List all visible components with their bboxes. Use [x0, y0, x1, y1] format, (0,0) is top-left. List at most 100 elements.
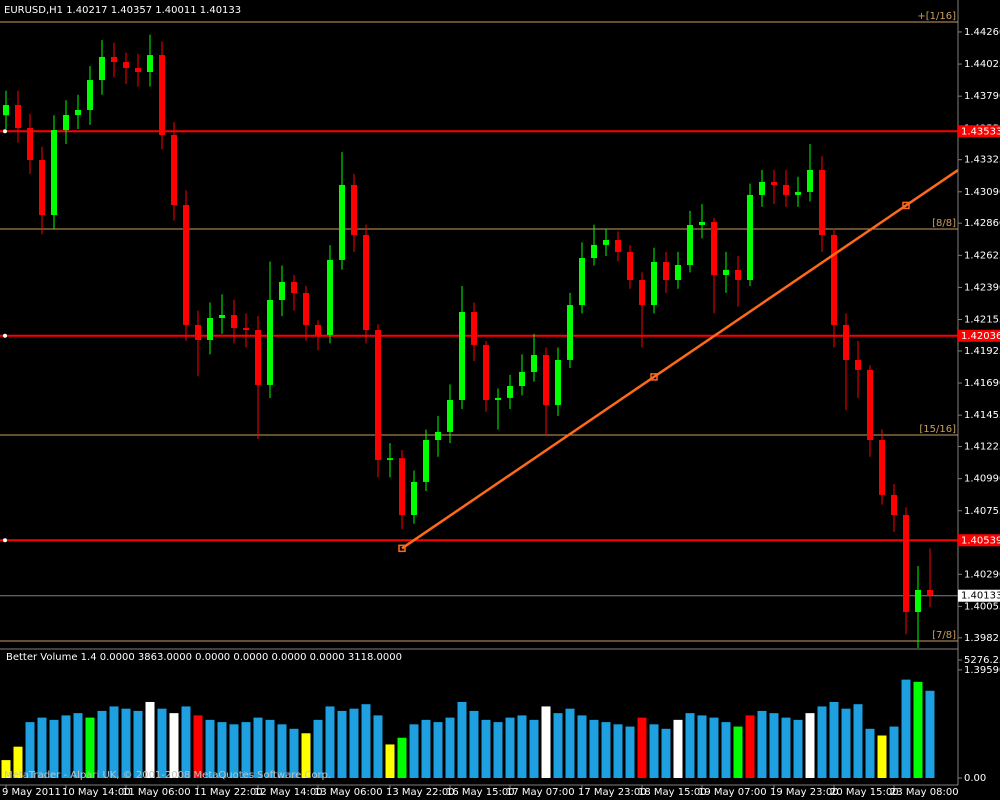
candle-body	[315, 324, 321, 335]
y-tick-label: 1.44260	[964, 27, 1000, 38]
y-tick-label: 1.44025	[964, 59, 1000, 70]
y-tick-label: 1.40990	[964, 474, 1000, 485]
volume-bar	[565, 708, 575, 778]
y-tick-label: 0.00	[964, 773, 986, 784]
hline-label: 1.42036	[961, 331, 1000, 342]
volume-bar	[229, 724, 239, 778]
trendline-anchor	[902, 201, 910, 210]
volume-bar	[277, 724, 287, 778]
candle-body	[687, 224, 693, 266]
volume-bar	[853, 704, 863, 778]
volume-bar	[145, 701, 155, 778]
candle-body	[747, 194, 753, 281]
volume-bar	[109, 706, 119, 778]
level-label: [7/8]	[932, 630, 956, 641]
x-tick-label: 12 May 14:00	[254, 787, 323, 798]
volume-bar	[505, 717, 515, 778]
candle-body	[879, 439, 885, 495]
chart-title: EURUSD,H1 1.40217 1.40357 1.40011 1.4013…	[4, 5, 241, 16]
line-anchor	[3, 129, 7, 134]
x-tick-label: 11 May 06:00	[122, 787, 191, 798]
candle-body	[627, 252, 633, 281]
y-tick-label: 1.41225	[964, 442, 1000, 453]
y-tick-label: 1.39825	[964, 633, 1000, 644]
candle-body	[759, 181, 765, 195]
y-tick-label: 1.43325	[964, 155, 1000, 166]
volume-bar	[757, 710, 767, 778]
candle-body	[231, 315, 237, 328]
volume-bar	[541, 706, 551, 778]
volume-bar	[529, 719, 539, 778]
volume-bar	[685, 713, 695, 778]
volume-bar	[325, 706, 335, 778]
volume-bar	[205, 719, 215, 778]
volume-bar	[625, 726, 635, 778]
x-tick-label: 18 May 15:00	[638, 787, 707, 798]
candle-body	[351, 184, 357, 235]
candle-body	[867, 369, 873, 440]
volume-bar	[709, 717, 719, 778]
volume-bar	[301, 733, 311, 778]
volume-bar	[73, 713, 83, 778]
candle-body	[891, 494, 897, 515]
y-tick-label: 1.43790	[964, 91, 1000, 102]
candle-body	[783, 184, 789, 195]
candle-body	[135, 68, 141, 72]
y-tick-label: 1.39590	[964, 665, 1000, 676]
candle-body	[387, 458, 393, 460]
price-pane: +[1/16] [8/8] [15/16] [7/8]	[0, 11, 958, 648]
volume-bar	[613, 724, 623, 778]
y-tick-label: 1.42625	[964, 250, 1000, 261]
volume-bar	[349, 708, 359, 778]
volume-bar	[793, 719, 803, 778]
candle-body	[435, 431, 441, 440]
volume-bar	[589, 719, 599, 778]
candle-body	[3, 105, 9, 116]
candle-body	[279, 281, 285, 300]
candle-body	[591, 244, 597, 259]
volume-bar	[805, 713, 815, 778]
volume-bar	[217, 722, 227, 778]
candle-body	[795, 191, 801, 195]
x-tick-label: 19 May 07:00	[698, 787, 767, 798]
candle-body	[723, 269, 729, 275]
volume-bar	[289, 728, 299, 778]
hline-label-box	[958, 534, 1000, 547]
y-tick-label: 1.42860	[964, 218, 1000, 229]
candle-body	[303, 293, 309, 325]
volume-bar	[697, 715, 707, 778]
x-tick-label: 16 May 15:00	[446, 787, 515, 798]
volume-bar	[61, 715, 71, 778]
volume-bar	[877, 735, 887, 778]
volume-bar	[781, 717, 791, 778]
y-tick-label: 1.41925	[964, 346, 1000, 357]
candle-body	[567, 305, 573, 360]
candle-body	[843, 324, 849, 360]
candle-body	[75, 109, 81, 116]
candle-body	[27, 127, 33, 160]
x-tick-label: 10 May 14:00	[62, 787, 131, 798]
volume-bar	[337, 710, 347, 778]
candle-body	[555, 359, 561, 406]
candle-body	[51, 130, 57, 216]
volume-bar	[865, 728, 875, 778]
volume-bar	[577, 715, 587, 778]
candle-body	[207, 318, 213, 341]
volume-bar	[265, 719, 275, 778]
candle-body	[339, 184, 345, 260]
volume-bar	[913, 681, 923, 778]
candle-body	[819, 169, 825, 235]
current-price-box	[958, 589, 1000, 602]
volume-bar	[85, 717, 95, 778]
candle-body	[483, 344, 489, 400]
candle-body	[711, 221, 717, 275]
candle-body	[639, 280, 645, 306]
x-tick-label: 9 May 2011	[2, 787, 61, 798]
volume-bar	[157, 708, 167, 778]
hline-label: 1.43533	[961, 126, 1000, 137]
volume-bar	[313, 719, 323, 778]
candle-body	[507, 386, 513, 398]
volume-bar	[649, 724, 659, 778]
